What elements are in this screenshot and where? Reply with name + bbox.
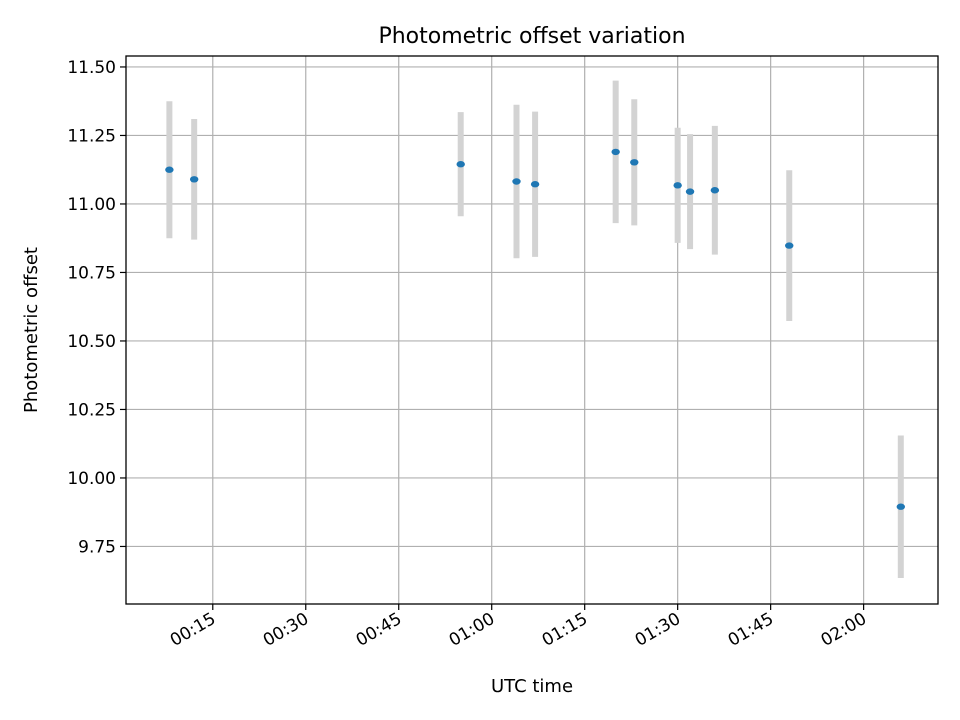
data-point [710, 187, 720, 194]
y-tick-label: 10.25 [67, 400, 116, 420]
data-point [611, 148, 620, 156]
y-axis-ticks: 9.75 10.00 10.25 10.50 10.75 11.00 11.25 11.50 [67, 58, 126, 557]
grid-lines [126, 56, 938, 604]
x-axis-label: UTC time [491, 676, 573, 697]
data-point [165, 166, 174, 173]
data-point [896, 503, 906, 510]
y-tick-label: 11.25 [67, 126, 116, 146]
y-tick-label: 9.75 [78, 537, 116, 557]
data-points [165, 148, 906, 510]
y-tick-label: 10.50 [67, 332, 116, 352]
data-point [189, 176, 199, 183]
plot-frame [125, 55, 939, 605]
y-tick-label: 11.50 [67, 58, 116, 78]
y-tick-label: 11.00 [67, 195, 116, 215]
data-point [512, 178, 521, 185]
y-tick-label: 10.00 [67, 469, 116, 489]
y-axis-label: Photometric offset [21, 247, 42, 413]
y-tick-label: 10.75 [67, 263, 116, 283]
data-point [685, 188, 695, 195]
plot-area [126, 56, 938, 604]
data-point [673, 182, 682, 189]
data-point [530, 181, 540, 188]
data-point [456, 161, 465, 168]
chart-title: Photometric offset variation [378, 24, 685, 49]
data-point [630, 159, 639, 166]
data-point [785, 242, 794, 249]
